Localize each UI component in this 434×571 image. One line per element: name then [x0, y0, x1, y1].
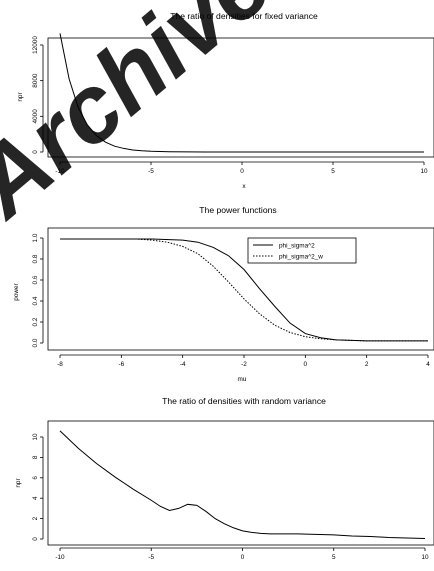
panel3-title: The ratio of densities with random varia…: [162, 396, 326, 406]
y-tick-label: 8000: [32, 73, 39, 88]
panel2-legend: phi_sigma^2 phi_sigma^2_w: [247, 237, 357, 264]
y-tick-label: 10: [32, 433, 39, 441]
x-tick-label: 0: [241, 554, 245, 561]
y-tick-label: 2: [32, 516, 39, 520]
x-tick-label: -2: [241, 361, 247, 368]
x-tick-label: -4: [180, 361, 186, 368]
legend-label-series2: phi_sigma^2_w: [279, 254, 323, 261]
y-tick-label: 0.0: [32, 338, 39, 347]
y-tick-label: 6: [32, 476, 39, 480]
panel3-plot-frame: [47, 420, 434, 546]
panel1-plot-frame: [47, 37, 434, 158]
panel3-y-axis-label: npr: [15, 478, 22, 488]
panel2-title: The power functions: [199, 205, 276, 215]
x-tick-label: 10: [421, 554, 429, 561]
panel1-x-axis-label: x: [242, 183, 246, 190]
panel-power-functions: The power functions -8 -6 -4 -2 0 2 4 0.0 0.2 0.…: [13, 205, 434, 383]
x-tick-label: 0: [304, 361, 308, 368]
x-tick-label: 4: [426, 361, 430, 368]
x-tick-label: 5: [331, 168, 335, 175]
x-tick-label: -5: [148, 168, 154, 175]
panel2-x-axis-label: mu: [238, 376, 247, 383]
y-tick-label: 4000: [32, 109, 39, 124]
x-tick-label: -5: [148, 554, 154, 561]
panel1-y-axis-label: npr: [17, 92, 24, 102]
watermark-text: Archive: [0, 0, 290, 239]
watermark: Archive: [0, 0, 290, 239]
y-tick-label: 12000: [32, 36, 39, 54]
x-tick-label: 5: [332, 554, 336, 561]
y-tick-label: 0.2: [32, 317, 39, 326]
panel1-title: The ratio of densities for fixed varianc…: [170, 11, 318, 21]
x-tick-label: 0: [240, 168, 244, 175]
series-line-1: [60, 238, 428, 342]
series-line-1: [59, 33, 424, 153]
panel-random-variance: The ratio of densities with random varia…: [15, 396, 434, 561]
y-tick-label: 0.6: [32, 275, 39, 284]
series-line-1: [59, 430, 426, 539]
panel2-plot-frame: [47, 227, 434, 351]
x-tick-label: 2: [365, 361, 369, 368]
x-tick-label: -10: [55, 168, 65, 175]
y-tick-label: 0: [32, 537, 39, 541]
y-tick-label: 1.0: [32, 233, 39, 242]
y-tick-label: 4: [32, 496, 39, 500]
x-tick-label: 10: [420, 168, 428, 175]
y-tick-label: 0.4: [32, 296, 39, 305]
x-tick-label: -10: [55, 554, 65, 561]
y-tick-label: 0.8: [32, 254, 39, 263]
legend-box: [247, 237, 357, 264]
legend-label-series1: phi_sigma^2: [279, 243, 315, 250]
y-tick-label: 0: [32, 150, 39, 154]
panel-fixed-variance: The ratio of densities for fixed varianc…: [17, 11, 434, 190]
x-tick-label: -8: [57, 361, 63, 368]
y-tick-label: 8: [32, 455, 39, 459]
panel2-y-axis-label: power: [13, 282, 20, 300]
series-line-2: [60, 238, 428, 342]
x-tick-label: -6: [118, 361, 124, 368]
